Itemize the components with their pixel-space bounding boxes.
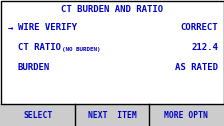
Text: WIRE VERIFY: WIRE VERIFY [18,24,77,33]
Text: BURDEN: BURDEN [18,64,50,72]
Text: CORRECT: CORRECT [180,24,218,33]
Text: 212.4: 212.4 [191,43,218,53]
Text: →: → [8,24,13,33]
Text: (NO BURDEN): (NO BURDEN) [62,46,101,52]
Text: AS RATED: AS RATED [175,64,218,72]
Bar [0,104,224,125]
Text: CT RATIO: CT RATIO [18,43,61,53]
Text: SELECT: SELECT [23,111,52,119]
Text: NEXT  ITEM: NEXT ITEM [88,111,136,119]
Text: MORE OPTN: MORE OPTN [164,111,208,119]
Text: CT BURDEN AND RATIO: CT BURDEN AND RATIO [61,6,163,14]
